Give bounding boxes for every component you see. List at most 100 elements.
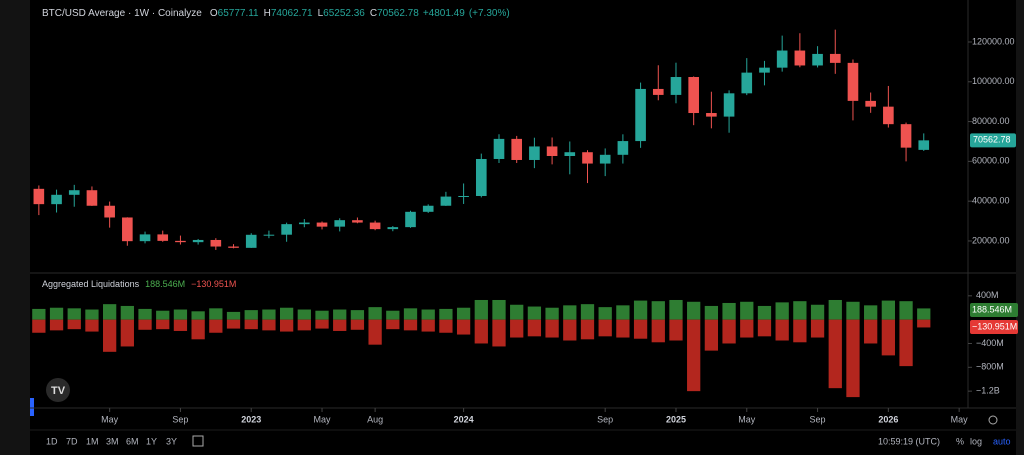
candle-body [900,124,912,148]
liquidation-bar [85,319,99,332]
value-badge-label: −130.951M [972,321,1017,331]
range-button[interactable]: 3M [106,436,119,446]
candle-body [670,77,682,95]
liquidation-bar [881,319,895,356]
range-button[interactable]: 1M [86,436,99,446]
y-tick-label: 20000.00 [972,235,1010,245]
liquidation-bar [651,319,665,343]
candle-body [369,222,381,230]
candle-body [883,106,894,125]
range-button[interactable]: 3Y [166,436,177,446]
liquidation-bar [899,301,913,320]
liquidation-bar [403,319,418,331]
candle-body [599,154,611,164]
liquidation-bar [191,319,205,340]
value-badge [970,320,1018,334]
liquidation-bar [103,304,117,320]
calendar-icon[interactable] [192,435,204,447]
candle-body [741,72,753,94]
x-tick-label: Sep [597,414,613,424]
candle-body [33,188,45,205]
x-tick-label: 2025 [666,414,686,424]
liquidation-bar [49,307,64,320]
candle-body [405,211,416,228]
liquidation-bar [103,319,117,352]
liquidation-bar [439,319,453,333]
liquidation-bar [775,319,789,341]
change-label: +4801.49 [423,8,465,19]
chart-title: BTC/USD Average · 1W · Coinalyze O65777.1… [42,8,510,19]
candle-body [422,205,434,212]
liquidation-bar [527,319,542,337]
y-tick-label: 400M [976,290,999,300]
liquidation-bar [704,319,719,351]
candle-body [723,93,735,117]
liquidation-bar [138,308,152,320]
liquidation-bar [209,308,223,320]
candle-body [475,158,487,196]
candle-body [387,227,399,230]
pane-title-text: Aggregated Liquidations [42,279,140,289]
x-tick-label: 2023 [241,414,261,424]
liquidation-bar [244,319,258,330]
liquidation-bar [226,319,241,329]
candle-body [546,146,558,156]
liquidation-bar [793,319,807,343]
liquidation-bar [315,319,329,329]
candle-body [210,239,222,247]
y-tick-label: 100000.00 [972,76,1015,86]
candle-body [759,67,770,73]
liquidation-bar [687,319,701,392]
ohlc-letter: L [318,8,324,19]
liquidation-bar [386,310,400,320]
clock: 10:59:19 (UTC) [878,436,940,446]
range-button[interactable]: 7D [66,436,78,446]
legend-value: 188.546M [145,279,185,289]
candle-body [635,88,646,142]
liquidation-bar [545,307,559,320]
liquidation-bar [315,310,329,320]
liquidation-bar [403,308,418,320]
liquidation-bar [368,307,382,320]
liquidation-bar [67,319,81,330]
liquidation-bar [226,311,241,320]
candle-body [493,138,505,159]
liquidation-bar [545,319,559,338]
scale-option[interactable]: % [956,436,964,446]
range-button[interactable]: 1D [46,436,58,446]
liquidation-bar [49,319,64,331]
x-tick-label: Sep [172,414,188,424]
scale-option[interactable]: auto [993,436,1011,446]
ohlc-value: 65777.11 [218,8,259,19]
liquidation-bar [687,301,701,320]
ohlc-value: 74062.71 [271,8,313,19]
liquidation-bar [333,319,347,331]
candle-body [299,222,310,225]
liquidation-bar [492,299,506,320]
y-tick-label: 80000.00 [972,116,1010,126]
liquidation-bar [120,305,134,320]
liquidation-bar [191,311,205,320]
x-tick-label: Sep [810,414,826,424]
candle-body [706,113,717,117]
settings-icon[interactable] [988,415,998,425]
range-button[interactable]: 6M [126,436,139,446]
sidebar-handle [30,398,34,416]
liquidation-bar [156,319,170,330]
liquidation-bar [793,301,807,320]
liquidation-bar [828,319,842,389]
candle-body [829,53,841,63]
scale-option[interactable]: log [970,436,982,446]
liquidation-bar [138,319,152,330]
candle-body [458,195,469,197]
candle-body [86,190,98,206]
liquidation-bar [262,309,276,320]
liquidation-bar [527,306,542,320]
range-button[interactable]: 1Y [146,436,157,446]
candle-body [652,88,664,95]
liquidation-bar [616,305,630,320]
candle-body [104,205,115,218]
change-label: (+7.30%) [469,8,510,19]
